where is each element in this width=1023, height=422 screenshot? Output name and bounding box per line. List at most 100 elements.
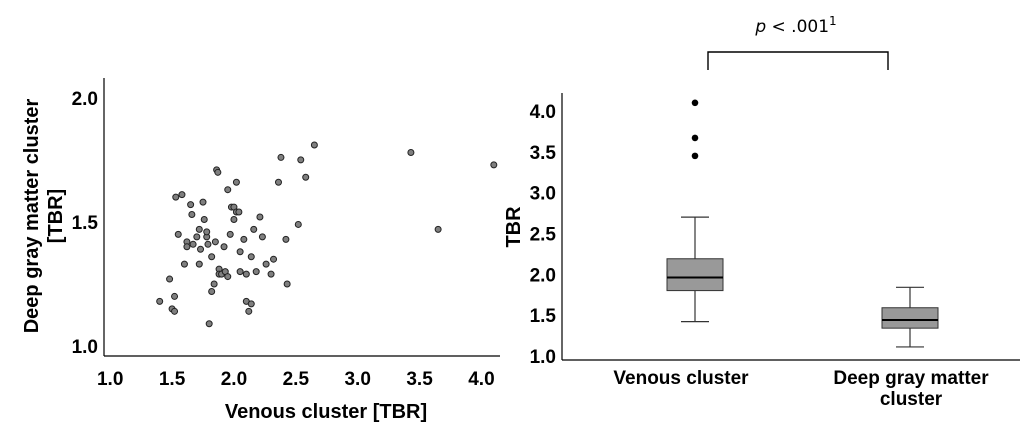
scatter-point	[256, 213, 264, 221]
scatter-point	[282, 235, 290, 243]
scatter-point	[211, 238, 219, 246]
box-y-tick-label: 3.5	[530, 143, 557, 164]
scatter-point	[187, 201, 195, 209]
scatter-point	[297, 156, 305, 164]
scatter-point	[262, 260, 270, 268]
box-y-tick-label: 1.0	[530, 347, 556, 368]
scatter-x-ticks: 1.0 1.5 2.0 2.5 3.0 3.5 4.0	[97, 369, 495, 390]
scatter-point	[407, 148, 415, 156]
scatter-point	[189, 240, 197, 248]
scatter-point	[247, 300, 255, 308]
scatter-point	[208, 287, 216, 295]
scatter-y-axis-title-line-2: [TBR]	[45, 189, 67, 243]
scatter-point	[250, 225, 258, 233]
box-y-ticks: 1.0 1.5 2.0 2.5 3.0 3.5 4.0	[530, 102, 557, 368]
scatter-point	[245, 307, 253, 315]
scatter-point	[200, 215, 208, 223]
scatter-point	[434, 225, 442, 233]
scatter-point	[178, 191, 186, 199]
scatter-point	[302, 173, 310, 181]
scatter-point	[204, 240, 212, 248]
box-outlier	[691, 99, 699, 107]
scatter-point	[242, 270, 250, 278]
p-value-superscript: 1	[829, 14, 837, 28]
box-category-label-deep-gray-line-1: Deep gray matter	[833, 368, 989, 389]
scatter-y-tick-label: 1.0	[72, 337, 98, 358]
scatter-point	[171, 292, 179, 300]
box-y-tick-label: 1.5	[530, 306, 557, 327]
scatter-x-tick-label: 4.0	[468, 369, 494, 390]
box-outlier	[691, 152, 699, 160]
box-outlier	[691, 134, 699, 142]
scatter-x-axis-title: Venous cluster [TBR]	[225, 401, 427, 422]
scatter-point	[226, 230, 234, 238]
scatter-point	[236, 268, 244, 276]
scatter-point	[310, 141, 318, 149]
significance-bracket	[707, 51, 889, 70]
box-y-tick-label: 2.5	[530, 224, 557, 245]
p-value-text: < .001	[766, 17, 829, 37]
scatter-x-tick-label: 3.5	[406, 369, 433, 390]
scatter-y-axis-title-line-1: Deep gray matter cluster	[21, 99, 43, 334]
scatter-point	[267, 270, 275, 278]
scatter-point	[171, 307, 179, 315]
box-category-label-venous: Venous cluster	[613, 368, 749, 389]
scatter-point	[258, 233, 266, 241]
scatter-point	[174, 230, 182, 238]
scatter-point	[197, 245, 205, 253]
scatter-x-tick-label: 1.0	[97, 369, 123, 390]
scatter-point	[166, 275, 174, 283]
scatter-point	[180, 260, 188, 268]
scatter-point	[199, 198, 207, 206]
scatter-point	[240, 235, 248, 243]
scatter-point	[195, 260, 203, 268]
scatter-point	[235, 208, 243, 216]
scatter-point	[214, 168, 222, 176]
scatter-point	[172, 193, 180, 201]
box-y-tick-label: 4.0	[530, 102, 556, 123]
box-y-tick-label: 2.0	[530, 265, 556, 286]
scatter-point	[224, 273, 232, 281]
scatter-point	[294, 220, 302, 228]
scatter-y-ticks: 1.0 1.5 2.0	[72, 89, 99, 358]
scatter-point	[490, 161, 498, 169]
box-y-axis-title: TBR	[503, 206, 525, 248]
scatter-x-tick-label: 2.5	[283, 369, 310, 390]
scatter-point	[203, 228, 211, 236]
scatter-point	[252, 268, 260, 276]
scatter-point	[193, 233, 201, 241]
scatter-point	[220, 243, 228, 251]
scatter-points	[156, 141, 498, 328]
scatter-x-tick-label: 2.0	[221, 369, 247, 390]
scatter-point	[156, 297, 164, 305]
scatter-chart: 1.0 1.5 2.0 2.5 3.0 3.5 4.0 1.0 1.5 2.0 Venous c…	[21, 78, 500, 422]
scatter-point	[274, 178, 282, 186]
scatter-point	[183, 243, 191, 251]
scatter-point	[210, 280, 218, 288]
scatter-y-tick-label: 2.0	[72, 89, 98, 110]
scatter-point	[188, 211, 196, 219]
box-category-label-deep-gray-line-2: cluster	[880, 389, 943, 410]
scatter-x-tick-label: 3.0	[344, 369, 370, 390]
box-y-tick-label: 3.0	[530, 184, 556, 205]
scatter-point	[232, 178, 240, 186]
box-chart: 1.0 1.5 2.0 2.5 3.0 3.5 4.0 TBR Venous cluster…	[503, 14, 1020, 410]
scatter-point	[236, 248, 244, 256]
box-iqr	[666, 258, 724, 292]
significance-annotation: p < .0011	[754, 14, 836, 37]
scatter-point	[208, 253, 216, 261]
scatter-point	[195, 225, 203, 233]
box-elements	[666, 99, 939, 348]
scatter-point	[205, 320, 213, 328]
p-letter: p	[754, 17, 766, 37]
scatter-point	[283, 280, 291, 288]
box-iqr	[881, 307, 939, 329]
scatter-y-tick-label: 1.5	[72, 213, 99, 234]
scatter-point	[270, 255, 278, 263]
scatter-point	[224, 186, 232, 194]
scatter-point	[277, 153, 285, 161]
scatter-point	[247, 253, 255, 261]
scatter-x-tick-label: 1.5	[159, 369, 186, 390]
scatter-point	[230, 215, 238, 223]
